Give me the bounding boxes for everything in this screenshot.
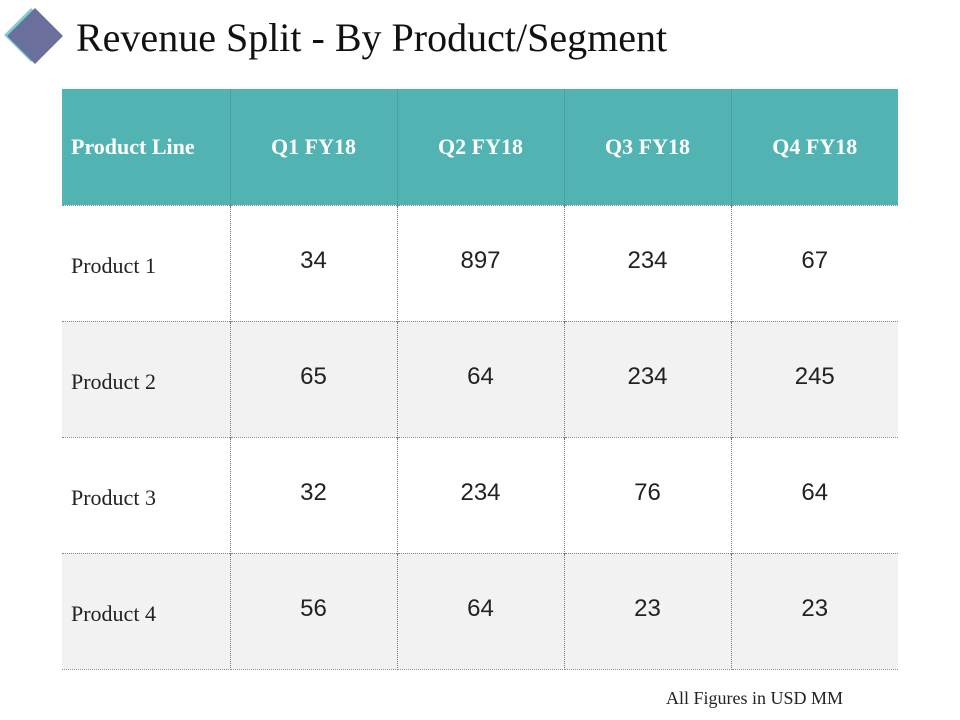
- table-cell: 76: [563, 436, 732, 553]
- header-q4: Q4 FY18: [731, 89, 898, 205]
- table-cell: 234: [564, 204, 732, 321]
- revenue-table: Product Line Q1 FY18 Q2 FY18 Q3 FY18 Q4 …: [62, 89, 898, 670]
- table-cell: 67: [731, 204, 898, 321]
- diamond-logo-icon: [4, 8, 63, 64]
- table-cell: 56: [229, 552, 398, 670]
- header-q1: Q1 FY18: [230, 89, 398, 205]
- table-cell: 64: [396, 320, 565, 437]
- header-q3: Q3 FY18: [564, 89, 732, 205]
- table-cell: 234: [396, 436, 565, 553]
- row-label: Product 2: [62, 320, 231, 437]
- table-cell: 23: [563, 552, 732, 670]
- row-label: Product 1: [62, 204, 231, 321]
- page-title: Revenue Split - By Product/Segment: [76, 15, 668, 60]
- table-cell: 234: [563, 320, 732, 437]
- header-q2: Q2 FY18: [397, 89, 565, 205]
- table-cell: 64: [396, 552, 565, 670]
- header-product-line: Product Line: [62, 89, 231, 205]
- table-cell: 897: [397, 204, 565, 321]
- table-row: Product 4 56 64 23 23: [62, 552, 898, 670]
- table-cell: 64: [730, 436, 898, 553]
- row-label: Product 4: [62, 552, 231, 670]
- table-cell: 245: [730, 320, 898, 437]
- table-row: Product 1 34 897 234 67: [62, 204, 898, 321]
- table-cell: 23: [730, 552, 898, 670]
- table-cell: 32: [229, 436, 398, 553]
- table-row: Product 2 65 64 234 245: [62, 320, 898, 437]
- footnote: All Figures in USD MM: [666, 688, 844, 708]
- row-label: Product 3: [62, 436, 231, 553]
- table-cell: 34: [230, 204, 398, 321]
- table-row: Product 3 32 234 76 64: [62, 436, 898, 553]
- table-cell: 65: [229, 320, 398, 437]
- table-header-row: Product Line Q1 FY18 Q2 FY18 Q3 FY18 Q4 …: [62, 89, 898, 205]
